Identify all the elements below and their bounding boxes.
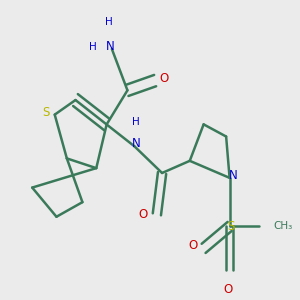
Text: H: H [132,117,140,127]
Text: N: N [132,137,140,150]
Text: H: H [89,41,97,52]
Text: O: O [223,283,232,296]
Text: S: S [228,220,235,233]
Text: N: N [229,169,237,182]
Text: O: O [138,208,148,221]
Text: O: O [159,72,168,85]
Text: CH₃: CH₃ [273,221,292,232]
Text: N: N [106,40,115,53]
Text: S: S [42,106,50,119]
Text: O: O [189,239,198,252]
Text: H: H [105,17,113,27]
